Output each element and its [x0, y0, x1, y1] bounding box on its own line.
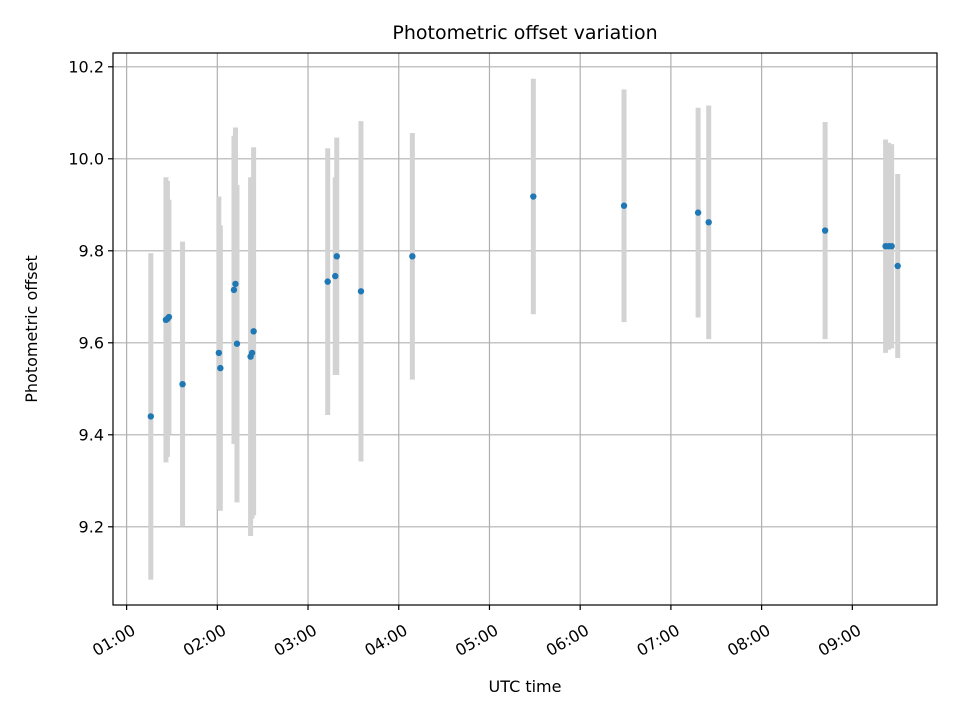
- data-point: [705, 219, 712, 226]
- y-tick-label: 10.2: [68, 57, 104, 76]
- data-point: [324, 278, 331, 285]
- y-tick-label: 9.2: [79, 517, 104, 536]
- y-tick-label: 9.8: [79, 241, 104, 260]
- data-point: [230, 286, 238, 294]
- plot-frame: [112, 52, 938, 606]
- data-point: [894, 262, 901, 270]
- x-axis-label: UTC time: [489, 677, 562, 696]
- data-point: [147, 413, 154, 420]
- data-point: [620, 202, 628, 209]
- data-point: [332, 272, 339, 280]
- data-point: [530, 193, 537, 200]
- data-point: [357, 288, 365, 295]
- data-point: [232, 280, 239, 288]
- data-point: [694, 209, 702, 216]
- data-point: [165, 313, 173, 321]
- data-point: [888, 243, 895, 250]
- y-tick-label: 10.0: [68, 149, 104, 168]
- data-point: [333, 253, 340, 260]
- data-point: [409, 253, 416, 260]
- point-layer: [147, 193, 901, 420]
- y-tick-label: 9.4: [79, 425, 104, 444]
- data-point: [248, 349, 256, 357]
- data-point: [215, 349, 223, 357]
- y-axis-label: Photometric offset: [22, 255, 41, 403]
- data-point: [233, 340, 241, 347]
- chart-title: Photometric offset variation: [392, 22, 657, 44]
- data-point: [250, 328, 257, 335]
- y-tick-label: 9.6: [79, 333, 104, 352]
- data-point: [821, 227, 829, 234]
- data-point: [179, 381, 186, 388]
- data-point: [217, 364, 224, 372]
